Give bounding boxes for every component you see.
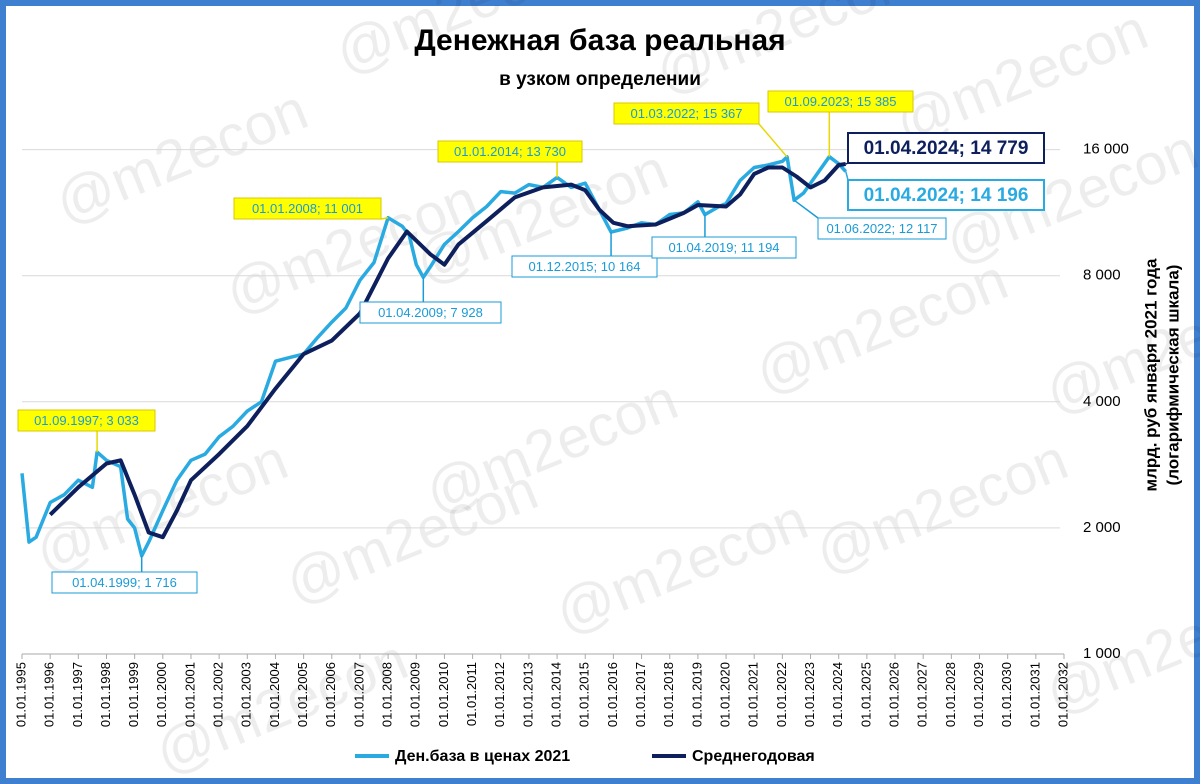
chart-title: Денежная база реальная: [414, 24, 785, 57]
callout-pointer: [758, 123, 788, 158]
chart-subtitle: в узком определении: [499, 69, 701, 90]
x-tick-label: 01.01.2031: [1027, 662, 1042, 727]
legend-label: Ден.база в ценах 2021: [395, 748, 570, 765]
callout-label: 01.04.2024; 14 196: [864, 185, 1029, 206]
callout-box: [17, 409, 156, 432]
x-tick-label: 01.01.2023: [802, 662, 817, 727]
y-tick-label: 4 000: [1083, 393, 1121, 410]
x-tick-label: 01.01.2015: [577, 662, 592, 727]
x-tick-label: 01.01.2003: [239, 662, 254, 727]
x-tick-label: 01.01.2029: [971, 662, 986, 727]
callout-box: [613, 102, 760, 125]
callout-label: 01.04.2019; 11 194: [668, 240, 779, 255]
callout-pointer: [793, 199, 819, 219]
callout-box: [233, 197, 382, 220]
callout-label: 01.09.2023; 15 385: [784, 94, 896, 109]
x-tick-label: 01.01.2018: [661, 662, 676, 727]
y-tick-label: 8 000: [1083, 267, 1121, 284]
callout-box: [847, 179, 1045, 211]
callout-label: 01.01.2008; 11 001: [252, 201, 363, 216]
callout-pointer: [845, 171, 849, 181]
callout-label: 01.09.1997; 3 033: [34, 413, 139, 428]
x-tick-label: 01.01.2020: [717, 662, 732, 727]
callout-box: [359, 301, 502, 324]
callout-box: [651, 236, 797, 259]
callout-pointer: [380, 217, 389, 220]
callout-label: 01.04.1999; 1 716: [72, 575, 177, 590]
y-axis-label: млрд. руб января 2021 года: [1141, 258, 1160, 491]
callout-box: [767, 90, 914, 113]
callout-label: 01.12.2015; 10 164: [528, 259, 640, 274]
x-tick-label: 01.01.2004: [267, 662, 282, 727]
x-tick-label: 01.01.2025: [858, 662, 873, 727]
x-tick-label: 01.01.2000: [154, 662, 169, 727]
x-tick-label: 01.01.1997: [70, 662, 85, 727]
x-tick-label: 01.01.1998: [98, 662, 113, 727]
x-tick-label: 01.01.2030: [999, 662, 1014, 727]
x-tick-label: 01.01.2024: [830, 662, 845, 727]
x-tick-label: 01.01.2012: [492, 662, 507, 727]
x-tick-label: 01.01.2007: [351, 662, 366, 727]
line: [48, 162, 846, 540]
x-tick-label: 01.01.2016: [605, 662, 620, 727]
x-tick-label: 01.01.1995: [13, 662, 28, 727]
legend-label: Среднегодовая: [692, 748, 815, 765]
callout-label: 01.03.2022; 15 367: [630, 106, 742, 121]
callout-box: [817, 217, 947, 240]
x-tick-label: 01.01.2009: [408, 662, 423, 727]
callout-box: [437, 140, 583, 163]
x-tick-label: 01.01.2017: [633, 662, 648, 727]
callout-label: 01.04.2024; 14 779: [864, 138, 1029, 159]
x-tick-label: 01.01.2008: [380, 662, 395, 727]
x-tick-label: 01.01.2005: [295, 662, 310, 727]
x-tick-label: 01.01.2026: [886, 662, 901, 727]
callout-label: 01.04.2009; 7 928: [378, 305, 483, 320]
x-tick-label: 01.01.2032: [1055, 662, 1070, 727]
callout-box: [511, 255, 658, 278]
x-tick-label: 01.01.2002: [211, 662, 226, 727]
y-tick-label: 16 000: [1083, 141, 1129, 158]
callout-box: [51, 571, 198, 594]
x-tick-label: 01.01.2001: [182, 662, 197, 727]
x-tick-label: 01.01.2022: [774, 662, 789, 727]
y-axis-label: (логарифмическая шкала): [1163, 265, 1182, 486]
y-tick-label: 2 000: [1083, 519, 1121, 536]
y-tick-label: 1 000: [1083, 645, 1121, 662]
x-tick-label: 01.01.2010: [436, 662, 451, 727]
x-tick-label: 01.01.2006: [323, 662, 338, 727]
x-tick-label: 01.01.2021: [746, 662, 761, 727]
x-tick-label: 01.01.1999: [126, 662, 141, 727]
x-tick-label: 01.01.2014: [549, 662, 564, 727]
callout-label: 01.01.2014; 13 730: [454, 144, 566, 159]
x-tick-label: 01.01.2019: [689, 662, 704, 727]
x-tick-label: 01.01.2028: [943, 662, 958, 727]
x-tick-label: 01.01.2011: [464, 662, 479, 726]
x-tick-label: 01.01.1996: [42, 662, 57, 727]
callout-box: [847, 132, 1045, 164]
x-tick-label: 01.01.2027: [915, 662, 930, 727]
callout-label: 01.06.2022; 12 117: [826, 221, 937, 236]
x-tick-label: 01.01.2013: [520, 662, 535, 727]
